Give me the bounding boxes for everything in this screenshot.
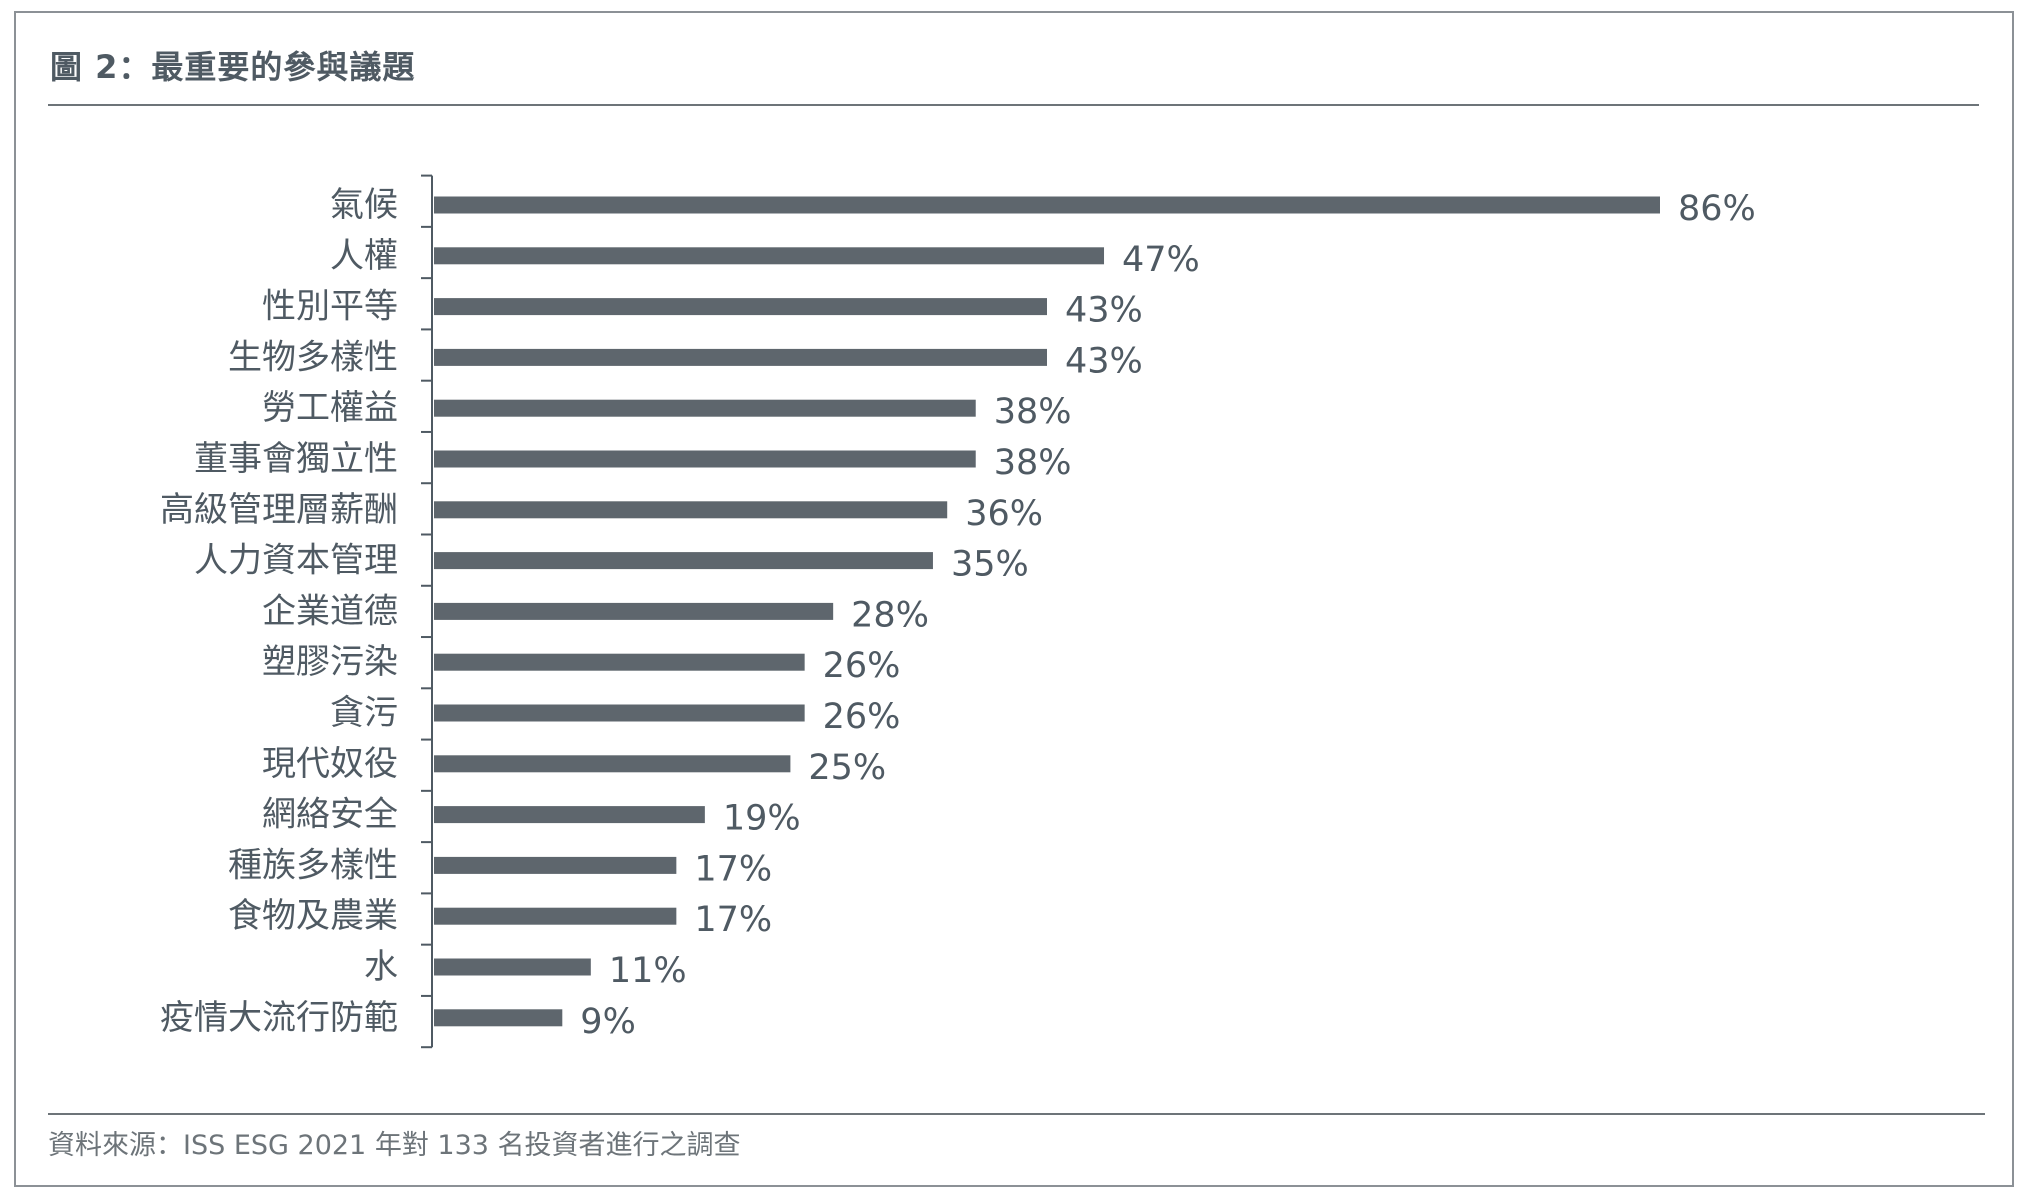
bar bbox=[434, 602, 834, 620]
category-label: 氣候 bbox=[330, 185, 398, 225]
bar bbox=[434, 958, 591, 976]
bars bbox=[434, 196, 1660, 1027]
category-label: 人權 bbox=[330, 236, 398, 276]
category-axis bbox=[421, 174, 433, 1049]
category-label: 生物多樣性 bbox=[228, 337, 398, 377]
figure-frame bbox=[14, 11, 2014, 1187]
category-label: 勞工權益 bbox=[262, 388, 398, 428]
category-label: 企業道德 bbox=[262, 591, 398, 631]
bar bbox=[434, 704, 805, 722]
category-label: 水 bbox=[364, 947, 398, 987]
value-label: 28% bbox=[851, 595, 929, 635]
bar bbox=[434, 450, 976, 468]
category-label: 種族多樣性 bbox=[228, 845, 398, 885]
category-label: 塑膠污染 bbox=[262, 642, 398, 682]
title-divider bbox=[48, 104, 1979, 106]
value-label: 17% bbox=[694, 900, 772, 940]
category-label: 疫情大流行防範 bbox=[160, 998, 398, 1038]
category-label: 性別平等 bbox=[262, 287, 398, 327]
value-label: 9% bbox=[580, 1002, 636, 1042]
bar bbox=[434, 196, 1660, 214]
value-label: 26% bbox=[823, 697, 901, 737]
bar bbox=[434, 348, 1047, 366]
value-labels: 86% 47% 43% 43% 38% 38% 36% 35% 28% 26% 26% 25%19% 1… bbox=[580, 189, 1755, 1042]
bar bbox=[434, 247, 1105, 265]
source-divider bbox=[48, 1113, 1985, 1115]
category-label: 人力資本管理 bbox=[194, 541, 398, 581]
value-label: 38% bbox=[994, 392, 1072, 432]
value-label: 11% bbox=[609, 951, 687, 991]
value-label: 25% bbox=[808, 748, 886, 788]
value-label: 38% bbox=[994, 443, 1072, 483]
value-label: 35% bbox=[951, 545, 1029, 585]
bar bbox=[434, 907, 677, 925]
bar bbox=[434, 806, 705, 824]
value-label: 19% bbox=[723, 799, 801, 839]
value-label: 36% bbox=[965, 494, 1043, 534]
source-note: 資料來源：ISS ESG 2021 年對 133 名投資者進行之調查 bbox=[48, 1130, 741, 1161]
bar bbox=[434, 501, 948, 519]
bar bbox=[434, 1009, 563, 1027]
bar bbox=[434, 856, 677, 874]
category-labels: 氣候人權性別平等生物多樣性勞工權益董事會獨立性高級管理層薪酬人力資本管理企業道德… bbox=[160, 185, 398, 1038]
value-label: 17% bbox=[694, 849, 772, 889]
bar bbox=[434, 399, 976, 417]
figure-title: 圖 2：最重要的參與議題 bbox=[50, 48, 416, 86]
bar bbox=[434, 298, 1047, 316]
value-label: 47% bbox=[1122, 240, 1200, 280]
category-label: 現代奴役 bbox=[262, 744, 398, 784]
value-label: 43% bbox=[1065, 291, 1143, 331]
bar bbox=[434, 552, 933, 570]
bar bbox=[434, 755, 791, 773]
bar bbox=[434, 653, 805, 671]
category-label: 食物及農業 bbox=[228, 896, 398, 936]
value-label: 43% bbox=[1065, 341, 1143, 381]
value-label: 86% bbox=[1678, 189, 1756, 229]
category-label: 貪污 bbox=[330, 693, 398, 733]
value-label: 26% bbox=[823, 646, 901, 686]
category-label: 網絡安全 bbox=[262, 795, 398, 835]
category-label: 董事會獨立性 bbox=[194, 439, 398, 479]
category-label: 高級管理層薪酬 bbox=[160, 490, 398, 530]
